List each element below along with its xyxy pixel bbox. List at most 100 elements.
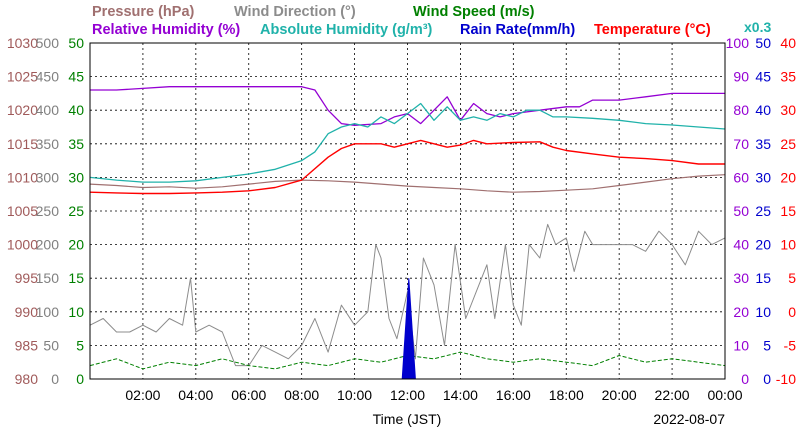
x-tick-label: 00:00 <box>707 387 742 403</box>
y-tick-wind-direction: 300 <box>36 169 60 185</box>
y-tick-rain-rate: 0 <box>763 371 771 387</box>
y-tick-temperature: 40 <box>780 35 796 51</box>
series-rain-rate <box>401 278 416 380</box>
series-temperature <box>89 139 725 195</box>
y-tick-rain-rate: 15 <box>755 270 771 286</box>
y-tick-rain-rate: 25 <box>755 203 771 219</box>
y-tick-pressure: 990 <box>15 304 39 320</box>
y-tick-relative-humidity: 10 <box>733 337 749 353</box>
y-tick-rain-rate: 50 <box>755 35 771 51</box>
y-tick-relative-humidity: 30 <box>733 270 749 286</box>
x-tick-label: 08:00 <box>284 387 319 403</box>
y-tick-wind-speed: 5 <box>76 337 84 353</box>
y-tick-wind-direction: 0 <box>51 371 59 387</box>
legend-absolute-humidity: Absolute Humidity (g/m³) <box>260 22 433 38</box>
x-tick-label: 04:00 <box>178 387 213 403</box>
y-tick-wind-speed: 35 <box>68 136 84 152</box>
y-tick-wind-direction: 250 <box>36 203 60 219</box>
y-tick-pressure: 1025 <box>7 69 38 85</box>
y-tick-wind-speed: 0 <box>76 371 84 387</box>
y-tick-temperature: -5 <box>784 337 797 353</box>
y-tick-wind-direction: 450 <box>36 69 60 85</box>
series-absolute-humidity <box>89 102 726 183</box>
y-tick-rain-rate: 35 <box>755 136 771 152</box>
y-tick-pressure: 995 <box>15 270 39 286</box>
x-tick-label: 16:00 <box>496 387 531 403</box>
chart-date: 2022-08-07 <box>653 411 725 427</box>
series-pressure <box>89 174 726 193</box>
x-tick-label: 02:00 <box>125 387 160 403</box>
y-tick-wind-speed: 25 <box>68 203 84 219</box>
y-tick-wind-speed: 15 <box>68 270 84 286</box>
y-tick-relative-humidity: 80 <box>733 102 749 118</box>
y-tick-relative-humidity: 70 <box>733 136 749 152</box>
y-tick-relative-humidity: 0 <box>741 371 749 387</box>
y-tick-rain-rate: 45 <box>755 69 771 85</box>
series-relative-humidity <box>90 86 725 126</box>
y-tick-temperature: 15 <box>780 203 796 219</box>
series-wind-direction <box>89 223 726 367</box>
y-tick-pressure: 1000 <box>7 237 38 253</box>
x-tick-label: 10:00 <box>337 387 372 403</box>
y-tick-temperature: 0 <box>788 304 796 320</box>
legend-rain-scale-note: x0.3 <box>744 19 771 35</box>
y-tick-wind-direction: 200 <box>36 237 60 253</box>
y-tick-wind-direction: 100 <box>36 304 60 320</box>
y-tick-relative-humidity: 50 <box>733 203 749 219</box>
y-tick-relative-humidity: 20 <box>733 304 749 320</box>
y-tick-relative-humidity: 40 <box>733 237 749 253</box>
y-tick-wind-speed: 45 <box>68 69 84 85</box>
x-axis-label: Time (JST) <box>373 411 442 427</box>
y-tick-rain-rate: 5 <box>763 337 771 353</box>
legend-wind-direction: Wind Direction (°) <box>234 4 356 20</box>
y-tick-temperature: 35 <box>780 69 796 85</box>
y-tick-temperature: 10 <box>780 237 796 253</box>
y-tick-relative-humidity: 100 <box>726 35 750 51</box>
y-tick-relative-humidity: 90 <box>733 69 749 85</box>
y-tick-relative-humidity: 60 <box>733 169 749 185</box>
x-tick-label: 20:00 <box>602 387 637 403</box>
plot-series <box>89 86 726 380</box>
y-tick-temperature: 20 <box>780 169 796 185</box>
y-tick-wind-speed: 50 <box>68 35 84 51</box>
y-tick-wind-direction: 500 <box>36 35 60 51</box>
y-tick-wind-speed: 10 <box>68 304 84 320</box>
y-tick-pressure: 1005 <box>7 203 38 219</box>
y-tick-pressure: 1030 <box>7 35 38 51</box>
y-tick-rain-rate: 40 <box>755 102 771 118</box>
y-tick-pressure: 1015 <box>7 136 38 152</box>
legend-temperature: Temperature (°C) <box>594 22 711 38</box>
y-axis-ticks: 1030102510201015101010051000995990985980… <box>7 35 796 387</box>
y-tick-pressure: 985 <box>15 337 39 353</box>
y-tick-rain-rate: 30 <box>755 169 771 185</box>
x-tick-label: 06:00 <box>231 387 266 403</box>
y-tick-temperature: 5 <box>788 270 796 286</box>
y-tick-wind-direction: 350 <box>36 136 60 152</box>
y-tick-wind-direction: 150 <box>36 270 60 286</box>
y-tick-pressure: 1010 <box>7 169 38 185</box>
legend-wind-speed: Wind Speed (m/s) <box>413 4 535 20</box>
x-axis-ticks: 02:00 04:00 06:00 08:00 10:00 12:00 14:00 16:00… <box>125 387 742 403</box>
y-tick-rain-rate: 10 <box>755 304 771 320</box>
y-tick-pressure: 980 <box>15 371 39 387</box>
legend-relative-humidity: Relative Humidity (%) <box>92 22 240 38</box>
legend-pressure: Pressure (hPa) <box>92 4 195 20</box>
y-tick-wind-speed: 30 <box>68 169 84 185</box>
y-tick-wind-direction: 400 <box>36 102 60 118</box>
y-tick-pressure: 1020 <box>7 102 38 118</box>
legend-rain-rate: Rain Rate(mm/h) <box>460 22 575 38</box>
y-tick-wind-speed: 20 <box>68 237 84 253</box>
y-tick-temperature: -10 <box>776 371 796 387</box>
y-tick-temperature: 30 <box>780 102 796 118</box>
plot-grid <box>90 43 725 379</box>
x-tick-label: 12:00 <box>390 387 425 403</box>
y-tick-wind-speed: 40 <box>68 102 84 118</box>
y-tick-rain-rate: 20 <box>755 237 771 253</box>
y-tick-temperature: 25 <box>780 136 796 152</box>
x-tick-label: 18:00 <box>549 387 584 403</box>
y-tick-wind-direction: 50 <box>43 337 59 353</box>
x-tick-label: 14:00 <box>443 387 478 403</box>
x-tick-label: 22:00 <box>655 387 690 403</box>
plot-frame <box>89 42 726 380</box>
